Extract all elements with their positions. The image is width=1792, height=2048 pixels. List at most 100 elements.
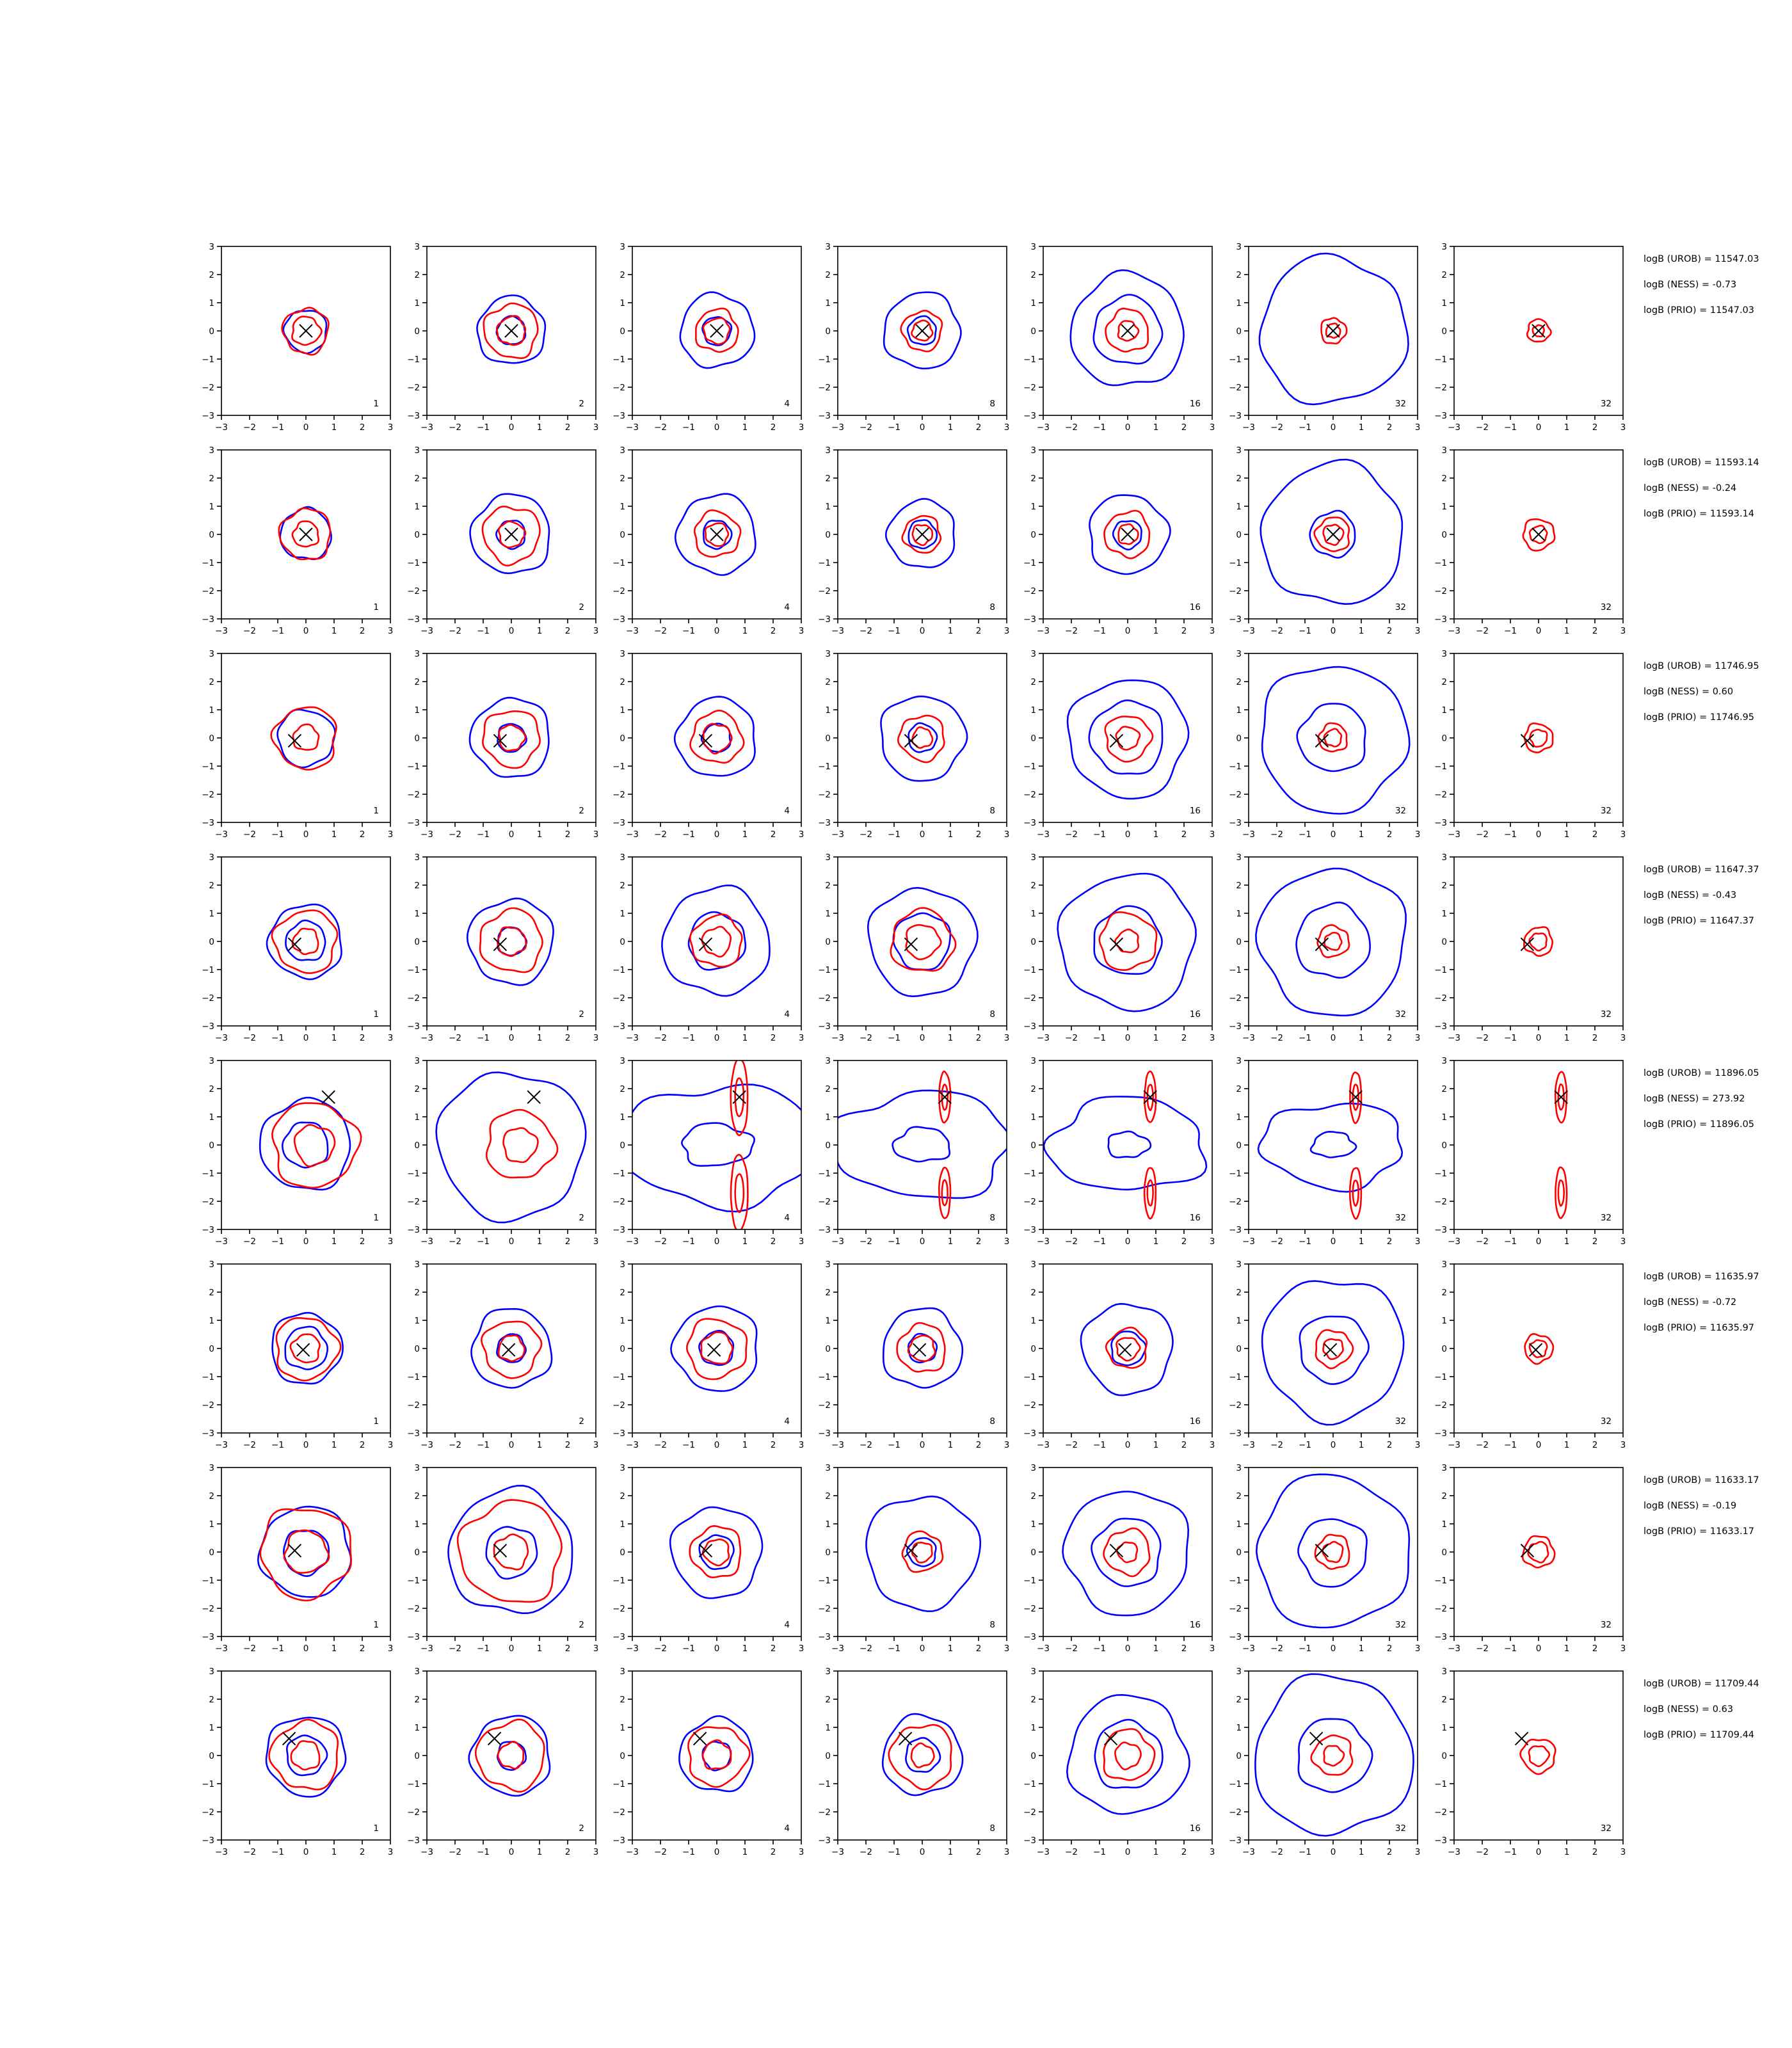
logb-prio-label: logB (PRIO) = 11647.37	[1644, 916, 1755, 926]
panel-count-label: 8	[989, 602, 995, 612]
x-tick-label: −2	[1270, 1236, 1283, 1247]
x-tick-label: 3	[1210, 1847, 1215, 1857]
logb-ness-label: logB (NESS) = -0.72	[1644, 1297, 1737, 1308]
y-tick-label: 2	[1236, 677, 1242, 687]
red-contour	[897, 714, 945, 764]
x-tick-label: 0	[509, 1847, 515, 1857]
axes-frame	[1453, 1263, 1624, 1434]
x-tick-label: 3	[1210, 829, 1215, 840]
axes-frame	[837, 1060, 1007, 1230]
y-tick-label: 3	[620, 852, 625, 863]
axes-frame	[1453, 856, 1624, 1027]
x-tick-label: −1	[1299, 1847, 1311, 1857]
y-tick-label: 2	[1030, 677, 1036, 687]
y-tick-label: 1	[825, 1112, 831, 1123]
axes-frame	[632, 653, 802, 823]
x-tick-label: 3	[388, 1847, 394, 1857]
axes-frame	[1043, 1060, 1213, 1230]
axes-frame	[426, 1060, 596, 1230]
x-tick-label: 2	[1592, 1644, 1598, 1654]
blue-contour	[1092, 294, 1164, 365]
red-contour	[1528, 1339, 1548, 1359]
blue-contour	[1062, 1491, 1190, 1617]
x-tick-label: −1	[477, 422, 490, 433]
red-contour	[689, 913, 743, 968]
y-tick-label: −2	[1229, 1197, 1242, 1207]
x-tick-label: −3	[1448, 1236, 1460, 1247]
x-tick-label: 2	[771, 626, 776, 636]
x-tick-label: 3	[1210, 1236, 1215, 1247]
y-tick-label: −2	[202, 383, 214, 393]
red-contour	[1529, 728, 1548, 748]
logb-prio-label: logB (PRIO) = 11547.03	[1644, 305, 1755, 316]
y-tick-label: 3	[620, 445, 625, 456]
y-tick-label: 2	[1236, 1695, 1242, 1705]
marker-x	[504, 527, 518, 541]
blue-contour	[476, 294, 547, 364]
y-tick-label: −1	[612, 558, 625, 568]
x-tick-label: 3	[1210, 1033, 1215, 1043]
x-tick-label: −1	[682, 626, 695, 636]
y-tick-label: 1	[1236, 1316, 1242, 1326]
x-tick-label: −3	[1242, 626, 1255, 636]
x-tick-label: 0	[920, 1440, 925, 1450]
x-tick-label: 2	[771, 1440, 776, 1450]
subplot-r4-c4: −3−3 −2 −2 −1 −1 0 0 1 1 2 2 3 3 8	[818, 852, 1009, 1043]
blue-contour	[838, 1089, 1007, 1199]
x-tick-label: −1	[1093, 626, 1106, 636]
red-contour	[502, 1127, 539, 1164]
red-contour	[275, 1316, 342, 1382]
y-tick-label: −1	[202, 558, 214, 568]
x-tick-label: −3	[420, 1644, 433, 1654]
y-tick-label: −2	[612, 993, 625, 1004]
x-tick-label: −2	[449, 422, 461, 433]
x-tick-label: 1	[332, 422, 337, 433]
x-tick-label: −1	[1093, 422, 1106, 433]
x-tick-label: 2	[1387, 626, 1393, 636]
axes-frame	[1248, 1467, 1418, 1637]
blue-contour	[669, 1506, 764, 1599]
x-tick-label: −2	[1476, 1033, 1489, 1043]
x-tick-label: −3	[420, 422, 433, 433]
red-contour	[888, 1724, 952, 1791]
x-tick-label: 2	[771, 1644, 776, 1654]
y-tick-label: −2	[612, 383, 625, 393]
x-tick-label: −3	[1037, 1236, 1050, 1247]
marker-x	[296, 1343, 310, 1357]
marker-x	[915, 527, 929, 541]
axes-frame	[632, 1263, 802, 1434]
y-tick-label: 3	[1236, 445, 1242, 456]
subplot-r6-c4: −3−3 −2 −2 −1 −1 0 0 1 1 2 2 3 3 8	[818, 1260, 1009, 1450]
panel-count-label: 32	[1601, 1620, 1612, 1630]
marker-x	[287, 1544, 302, 1558]
x-tick-label: −2	[1065, 1236, 1078, 1247]
axes-frame	[632, 1060, 802, 1230]
panel-count-label: 32	[1395, 806, 1406, 816]
x-tick-label: 3	[1004, 1644, 1010, 1654]
marker-x	[912, 1343, 927, 1357]
marker-x	[1520, 937, 1535, 952]
y-tick-label: 2	[620, 474, 625, 484]
blue-contour	[908, 1332, 938, 1364]
y-tick-label: −2	[407, 1807, 420, 1818]
y-tick-label: −3	[1023, 1836, 1036, 1846]
subplot-r3-c7: −3−3 −2 −2 −1 −1 0 0 1 1 2 2 3 3 32	[1434, 649, 1626, 840]
panel-count-label: 8	[989, 1620, 995, 1630]
y-tick-label: 0	[1030, 1751, 1036, 1761]
panel-count-label: 32	[1601, 1009, 1612, 1020]
x-tick-label: −1	[682, 422, 695, 433]
y-tick-label: 0	[1030, 530, 1036, 540]
x-tick-label: −1	[477, 1440, 490, 1450]
y-tick-label: 1	[620, 298, 625, 308]
x-tick-label: −1	[682, 1236, 695, 1247]
x-tick-label: 2	[1181, 1644, 1187, 1654]
subplot-r1-c4: −3−3 −2 −2 −1 −1 0 0 1 1 2 2 3 3 8	[818, 242, 1009, 433]
y-tick-label: 2	[620, 881, 625, 891]
logb-ness-label: logB (NESS) = -0.19	[1644, 1501, 1737, 1511]
y-tick-label: −3	[1434, 614, 1447, 625]
blue-contour	[1093, 905, 1163, 975]
y-tick-label: −1	[1229, 558, 1242, 568]
marker-x	[1109, 733, 1124, 748]
y-tick-label: 2	[1030, 474, 1036, 484]
x-tick-label: −1	[888, 1033, 900, 1043]
